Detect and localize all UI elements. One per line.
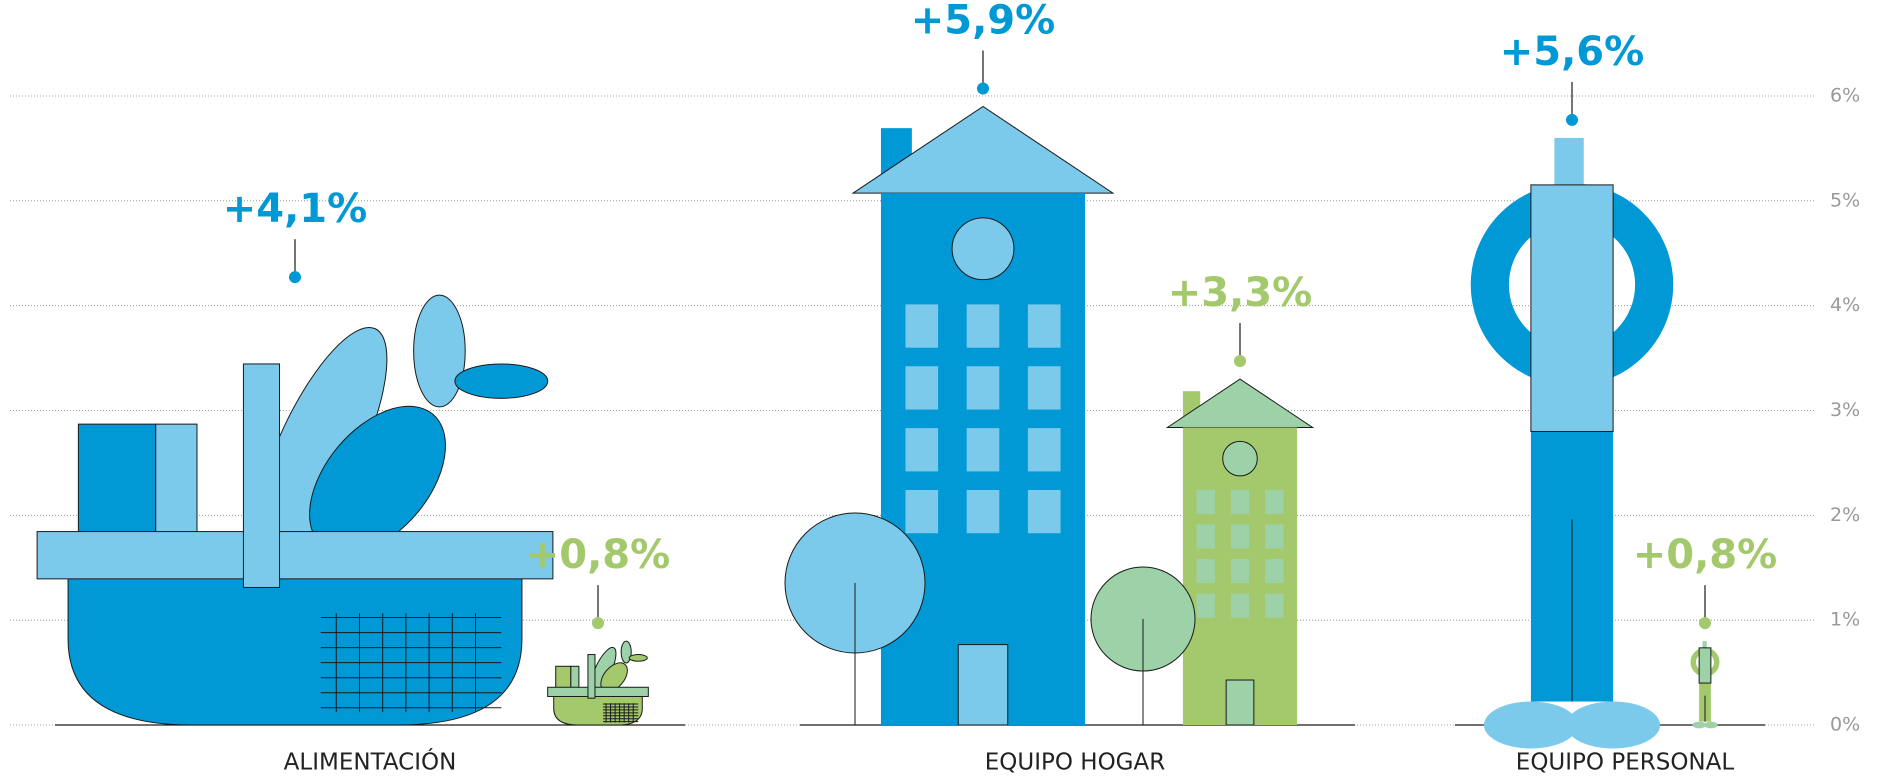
value-dot bbox=[1699, 617, 1711, 630]
leaf bbox=[454, 363, 549, 399]
leaf bbox=[628, 654, 648, 662]
door bbox=[1225, 679, 1255, 726]
window bbox=[1027, 428, 1061, 472]
shoe bbox=[1692, 721, 1706, 729]
y-tick-label: 5% bbox=[1830, 189, 1860, 211]
door bbox=[957, 644, 1009, 726]
torso bbox=[1530, 184, 1614, 432]
window bbox=[1265, 489, 1284, 514]
window bbox=[905, 366, 939, 410]
value-dot bbox=[1566, 113, 1578, 126]
window bbox=[905, 428, 939, 472]
window bbox=[1027, 366, 1061, 410]
value-label: +5,9% bbox=[911, 0, 1055, 43]
leaf bbox=[413, 294, 466, 408]
window bbox=[966, 428, 1000, 472]
window bbox=[1027, 304, 1061, 348]
value-label: +4,1% bbox=[223, 186, 367, 232]
value-dot bbox=[289, 271, 301, 284]
value-label: +0,8% bbox=[526, 532, 670, 578]
head bbox=[1702, 641, 1707, 650]
value-dot bbox=[977, 82, 989, 95]
basket-handle bbox=[587, 654, 596, 699]
leaf bbox=[620, 640, 632, 664]
basket-handle bbox=[242, 363, 281, 588]
window bbox=[1265, 524, 1284, 549]
basket-body bbox=[67, 543, 523, 726]
y-tick-label: 2% bbox=[1830, 504, 1860, 526]
round-window bbox=[1222, 440, 1258, 477]
window bbox=[966, 366, 1000, 410]
y-tick-label: 0% bbox=[1830, 714, 1860, 736]
window bbox=[1196, 489, 1215, 514]
shoe bbox=[1704, 721, 1718, 729]
y-tick-label: 1% bbox=[1830, 609, 1860, 631]
basket-rim bbox=[547, 686, 649, 697]
shoe bbox=[1483, 701, 1578, 749]
window bbox=[1230, 524, 1250, 549]
category-label: EQUIPO PERSONAL bbox=[1516, 750, 1735, 776]
pictogram bbox=[851, 105, 1115, 726]
pictogram bbox=[1690, 641, 1720, 729]
y-tick-label: 6% bbox=[1830, 85, 1860, 107]
window bbox=[1230, 558, 1250, 584]
category-label: ALIMENTACIÓN bbox=[284, 748, 457, 776]
value-dot bbox=[1234, 355, 1246, 368]
window bbox=[1196, 593, 1215, 618]
window bbox=[1196, 524, 1215, 549]
round-window bbox=[951, 217, 1015, 281]
window bbox=[1027, 489, 1061, 534]
value-dot bbox=[592, 617, 604, 630]
value-label: +0,8% bbox=[1633, 532, 1777, 578]
window bbox=[905, 304, 939, 348]
window bbox=[1265, 593, 1284, 618]
window bbox=[1230, 489, 1250, 514]
window bbox=[966, 489, 1000, 534]
window bbox=[966, 304, 1000, 348]
value-label: +3,3% bbox=[1168, 270, 1312, 316]
torso bbox=[1698, 647, 1712, 684]
pictogram bbox=[36, 294, 554, 726]
window bbox=[1265, 558, 1284, 584]
y-tick-label: 3% bbox=[1830, 399, 1860, 421]
value-label: +5,6% bbox=[1500, 29, 1644, 75]
pictogram bbox=[547, 640, 649, 726]
basket-rim bbox=[36, 531, 554, 580]
pictogram bbox=[1165, 378, 1315, 726]
pictogram bbox=[1470, 137, 1674, 749]
window bbox=[905, 489, 939, 534]
window bbox=[1230, 593, 1250, 618]
category-label: EQUIPO HOGAR bbox=[985, 750, 1165, 776]
window bbox=[1196, 558, 1215, 584]
shoe bbox=[1566, 701, 1661, 749]
y-tick-label: 4% bbox=[1830, 294, 1860, 316]
